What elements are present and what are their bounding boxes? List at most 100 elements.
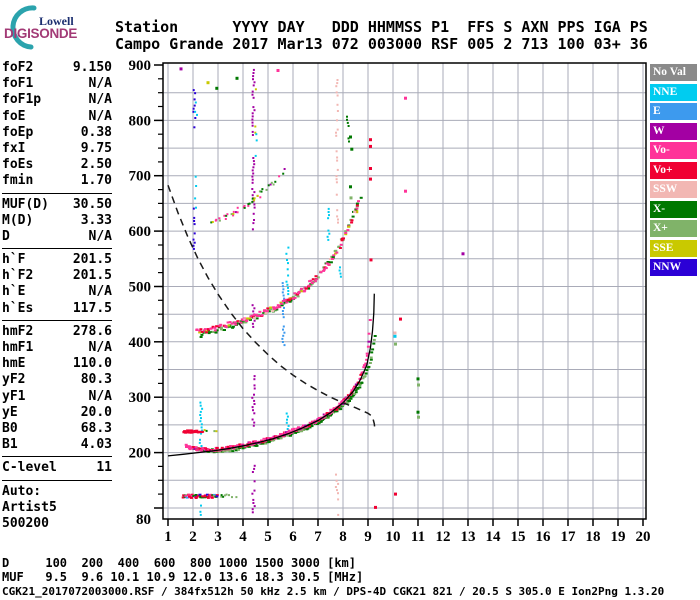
param-value: 201.5 xyxy=(72,252,112,268)
y-tick-label: 900 xyxy=(129,58,152,74)
param-row-yf1: yF1 N/A xyxy=(2,389,112,405)
x-tick-label: 17 xyxy=(561,529,577,545)
x-tick-label: 9 xyxy=(364,529,372,545)
x-tick-label: 13 xyxy=(461,529,476,545)
param-value: 201.5 xyxy=(72,268,112,284)
param-row-b0: B0 68.3 xyxy=(2,421,112,437)
trace-f2-o-hop1 xyxy=(184,319,372,453)
param-row-fxi: fxI 9.75 xyxy=(2,141,112,157)
param-row-hes: h`Es 117.5 xyxy=(2,301,112,317)
legend-item-e: E xyxy=(650,103,697,120)
separator xyxy=(2,456,112,458)
param-row-fof1: foF1 N/A xyxy=(2,76,112,92)
y-tick-label: 200 xyxy=(129,446,152,462)
trace-echo-dots xyxy=(181,168,377,499)
x-tick-label: 3 xyxy=(214,529,222,545)
param-row-md: M(D) 3.33 xyxy=(2,213,112,229)
param-label: h`F2 xyxy=(2,268,34,284)
param-value: 30.50 xyxy=(72,196,112,212)
x-tick-label: 18 xyxy=(586,529,601,545)
parameter-panel: foF2 9.150 foF1 N/A foF1p N/A foE N/A foEp 0.38 fx… xyxy=(2,60,112,532)
trace-240km-tail xyxy=(203,429,218,433)
param-row-artist5: Artist5 xyxy=(2,500,112,516)
x-tick-label: 1 xyxy=(164,529,172,545)
param-value: 0.38 xyxy=(80,124,112,140)
param-label: hmE xyxy=(2,356,26,372)
x-tick-label: 7 xyxy=(314,529,322,545)
x-tick-label: 10 xyxy=(386,529,401,545)
true-height-profile-line xyxy=(167,293,375,457)
y-tick-label: 500 xyxy=(129,280,152,296)
param-label: foEs xyxy=(2,157,34,173)
param-value: N/A xyxy=(88,340,112,355)
param-label: B1 xyxy=(2,437,18,453)
param-label: foF1 xyxy=(2,76,34,92)
param-label: h`E xyxy=(2,284,26,300)
param-label: Auto: xyxy=(2,483,42,499)
param-row-hf2: h`F2 201.5 xyxy=(2,268,112,284)
param-value: 80.3 xyxy=(80,372,112,388)
legend-item-nne: NNE xyxy=(650,83,697,101)
trace-es-tail xyxy=(220,493,238,499)
param-label: M(D) xyxy=(2,212,34,228)
trace-f2-o-hop2 xyxy=(195,200,360,334)
param-row-fmin: fmin 1.70 xyxy=(2,173,112,189)
param-label: h`F xyxy=(2,252,26,268)
param-label: yE xyxy=(2,404,18,420)
x-tick-label: 16 xyxy=(536,529,552,545)
muf-row: MUF 9.5 9.6 10.1 10.9 12.0 13.6 18.3 30.… xyxy=(2,570,364,584)
y-tick-label: 400 xyxy=(129,335,152,351)
param-label: foF1p xyxy=(2,92,42,108)
param-row-auto: Auto: xyxy=(2,484,112,500)
x-tick-label: 19 xyxy=(611,529,626,545)
header-line2: Campo Grande 2017 Mar13 072 003000 RSF 0… xyxy=(115,35,648,53)
param-row-foe: foE N/A xyxy=(2,109,112,125)
y-tick-label: 80 xyxy=(136,512,151,528)
axes: 1 2 3 4 5 6 7 8 9 10 11 12 13 14 15 16 17 18 19 20900800700… xyxy=(129,58,651,545)
y-tick-label: 700 xyxy=(129,169,152,185)
param-value: N/A xyxy=(88,76,112,92)
param-row-foes: foEs 2.50 xyxy=(2,157,112,173)
param-row-he: h`E N/A xyxy=(2,284,112,300)
x-tick-label: 12 xyxy=(436,529,451,545)
param-label: h`Es xyxy=(2,300,34,316)
param-value: 2.50 xyxy=(80,157,112,173)
param-row-clevel: C-level 11 xyxy=(2,460,112,476)
muf-transmission-curve xyxy=(167,184,376,429)
param-row-d: D N/A xyxy=(2,229,112,245)
trace-f2-x-hop2 xyxy=(199,196,363,338)
legend-item-vo: Vo- xyxy=(650,142,697,159)
param-value: 11 xyxy=(96,460,112,476)
trace-f2-hop3 xyxy=(210,168,286,224)
legend-item-w: W xyxy=(650,122,697,140)
param-label: MUF(D) xyxy=(2,196,49,212)
param-label: Artist5 xyxy=(2,499,57,515)
param-label: yF2 xyxy=(2,372,26,388)
logo: Lowell DIGISONDE xyxy=(2,2,114,56)
separator xyxy=(2,319,112,321)
x-tick-label: 15 xyxy=(511,529,526,545)
y-tick-label: 300 xyxy=(129,390,152,406)
separator xyxy=(2,192,112,194)
param-label: C-level xyxy=(2,460,57,476)
param-value: N/A xyxy=(88,108,112,124)
param-row-b1: B1 4.03 xyxy=(2,437,112,453)
x-tick-label: 2 xyxy=(189,529,197,545)
param-value: N/A xyxy=(88,284,112,300)
param-value: N/A xyxy=(88,388,112,404)
param-row-fof1p: foF1p N/A xyxy=(2,92,112,108)
overlay-lines xyxy=(167,184,376,457)
separator xyxy=(2,248,112,250)
param-label: foF2 xyxy=(2,60,34,75)
param-value: 110.0 xyxy=(72,356,112,372)
param-label: D xyxy=(2,228,10,244)
x-tick-label: 6 xyxy=(289,529,297,545)
param-label: fmin xyxy=(2,173,34,189)
param-value: 9.75 xyxy=(80,140,112,156)
plot-border xyxy=(162,62,647,520)
param-row-mufd: MUF(D) 30.50 xyxy=(2,197,112,213)
x-tick-label: 11 xyxy=(411,529,425,545)
x-tick-label: 14 xyxy=(486,529,502,545)
legend-item-sse: SSE xyxy=(650,239,697,257)
